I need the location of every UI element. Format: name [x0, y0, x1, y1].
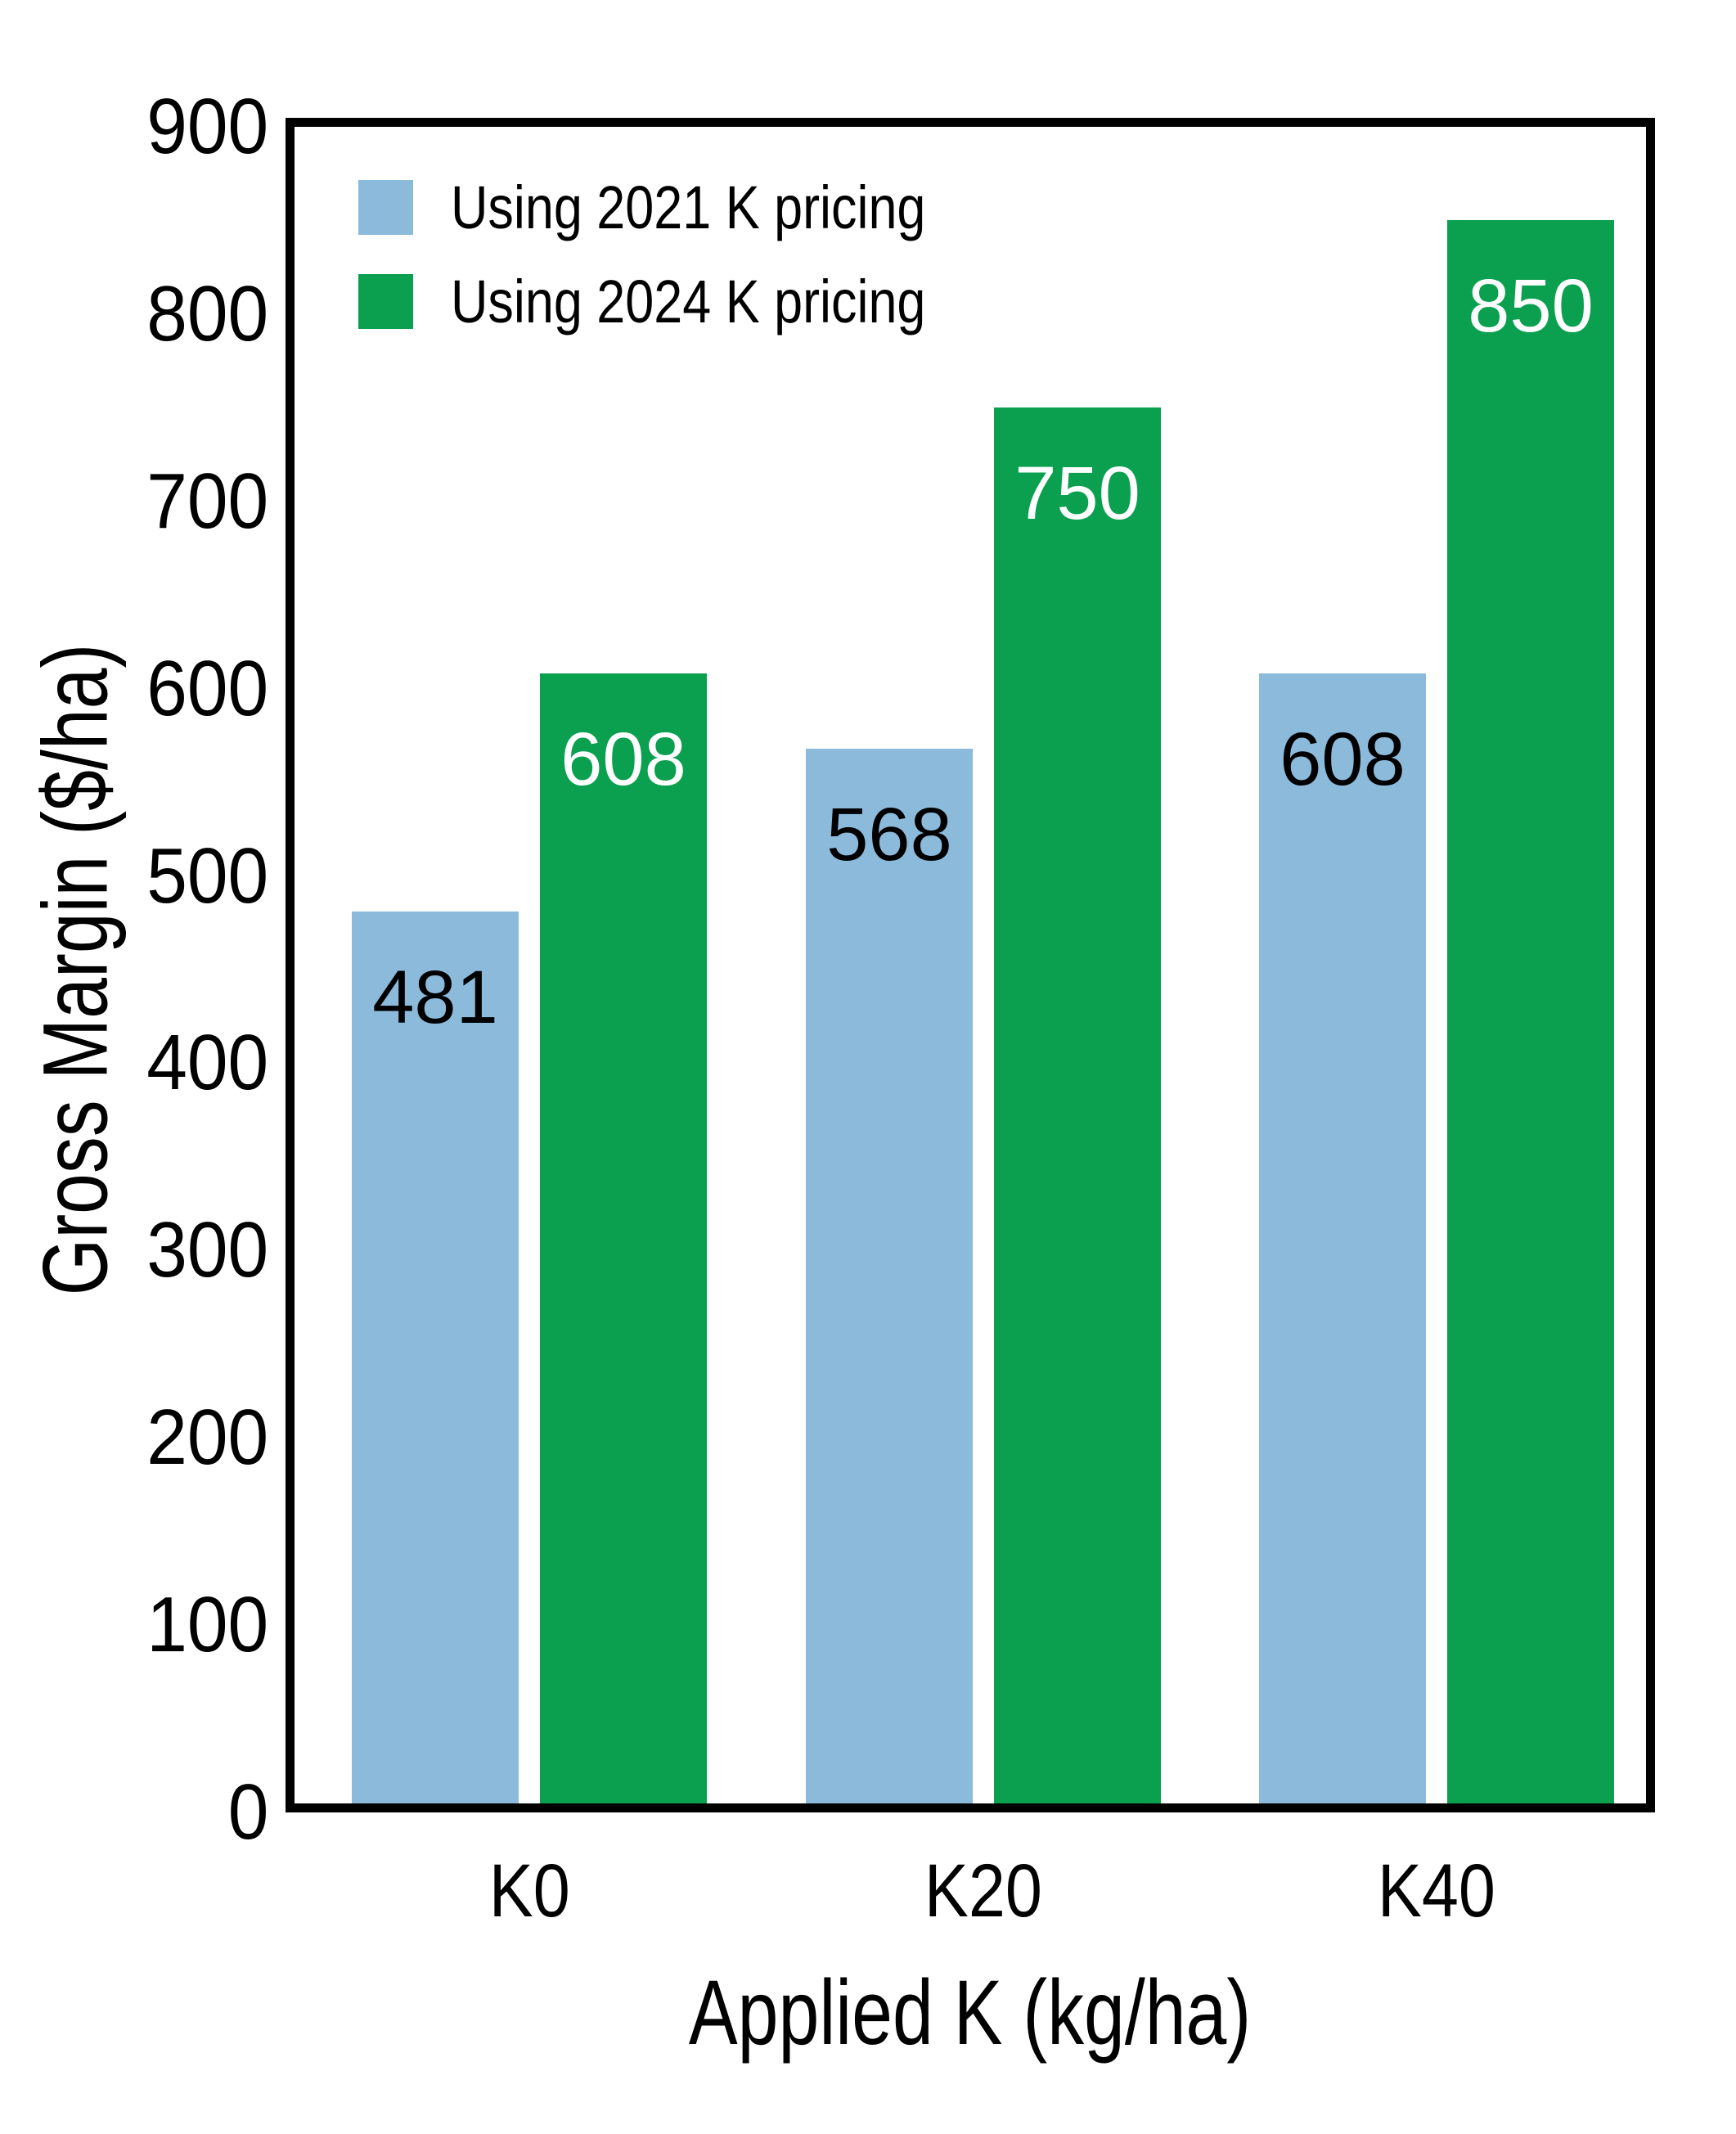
y-axis-tick-text: 200 — [146, 1393, 268, 1482]
y-axis-tick-text: 300 — [146, 1206, 268, 1294]
y-axis-tick-text: 500 — [146, 831, 268, 920]
legend-label-2021-pricing: Using 2021 K pricing — [451, 173, 926, 241]
bar-k40-2024-pricing: 850 — [1447, 220, 1614, 1803]
x-axis-tick-text: K0 — [488, 1849, 570, 1933]
x-axis-tick-label-k0: K0 — [349, 1845, 709, 1937]
bar-value-text: 850 — [1468, 264, 1594, 348]
y-axis-tick-text: 600 — [146, 644, 268, 732]
y-axis-title: Gross Margin ($/ha) — [24, 643, 127, 1296]
bar-k0-2021-pricing: 481 — [352, 912, 519, 1803]
y-axis-tick-label: 800 — [0, 263, 268, 365]
y-axis-tick-text: 800 — [146, 269, 268, 358]
y-axis-tick-label: 500 — [0, 826, 268, 927]
x-axis-title: Applied K (kg/ha) — [689, 1961, 1252, 2064]
bar-value-text: 750 — [1014, 452, 1140, 535]
plot-area-frame — [286, 118, 1655, 1812]
bar-value-label: 608 — [1259, 718, 1426, 801]
y-axis-tick-label: 700 — [0, 451, 268, 552]
y-axis-tick-label: 900 — [0, 76, 268, 178]
y-axis-tick-text: 700 — [146, 457, 268, 545]
legend-swatch-2024-pricing — [358, 274, 413, 329]
legend-item-2024: Using 2024 K pricing — [358, 267, 1010, 335]
bar-value-label: 750 — [994, 452, 1161, 535]
y-axis-tick-text: 400 — [146, 1019, 268, 1107]
bar-value-label: 608 — [540, 718, 707, 801]
y-axis-tick-label: 400 — [0, 1012, 268, 1114]
y-axis-tick-label: 600 — [0, 638, 268, 740]
bar-value-label: 568 — [806, 793, 973, 876]
bar-k20-2024-pricing: 750 — [994, 407, 1161, 1803]
bar-k0-2024-pricing: 608 — [540, 673, 707, 1803]
y-axis-tick-label: 300 — [0, 1200, 268, 1301]
y-axis-tick-text: 900 — [146, 83, 268, 170]
x-axis-tick-label-k20: K20 — [803, 1845, 1163, 1937]
bar-value-text: 608 — [560, 718, 686, 801]
bar-value-label: 850 — [1447, 264, 1614, 348]
x-axis-tick-text: K20 — [924, 1849, 1042, 1933]
bar-value-text: 608 — [1280, 718, 1405, 801]
y-axis-tick-label: 0 — [0, 1762, 268, 1863]
x-axis-tick-label-k40: K40 — [1257, 1845, 1617, 1937]
legend-swatch-2021-pricing — [358, 180, 413, 235]
y-axis-tick-text: 0 — [227, 1768, 268, 1856]
y-axis-tick-label: 100 — [0, 1574, 268, 1676]
bar-k40-2021-pricing: 608 — [1259, 673, 1426, 1803]
x-axis-tick-text: K40 — [1377, 1849, 1495, 1933]
legend-item-2021: Using 2021 K pricing — [358, 173, 1010, 241]
bar-value-text: 481 — [372, 956, 498, 1039]
bar-value-label: 481 — [352, 956, 519, 1039]
y-axis-tick-label: 200 — [0, 1387, 268, 1488]
legend-label-2024-pricing: Using 2024 K pricing — [451, 267, 926, 335]
bar-k20-2021-pricing: 568 — [806, 749, 973, 1803]
y-axis-tick-text: 100 — [146, 1581, 268, 1669]
bar-value-text: 568 — [826, 793, 952, 876]
